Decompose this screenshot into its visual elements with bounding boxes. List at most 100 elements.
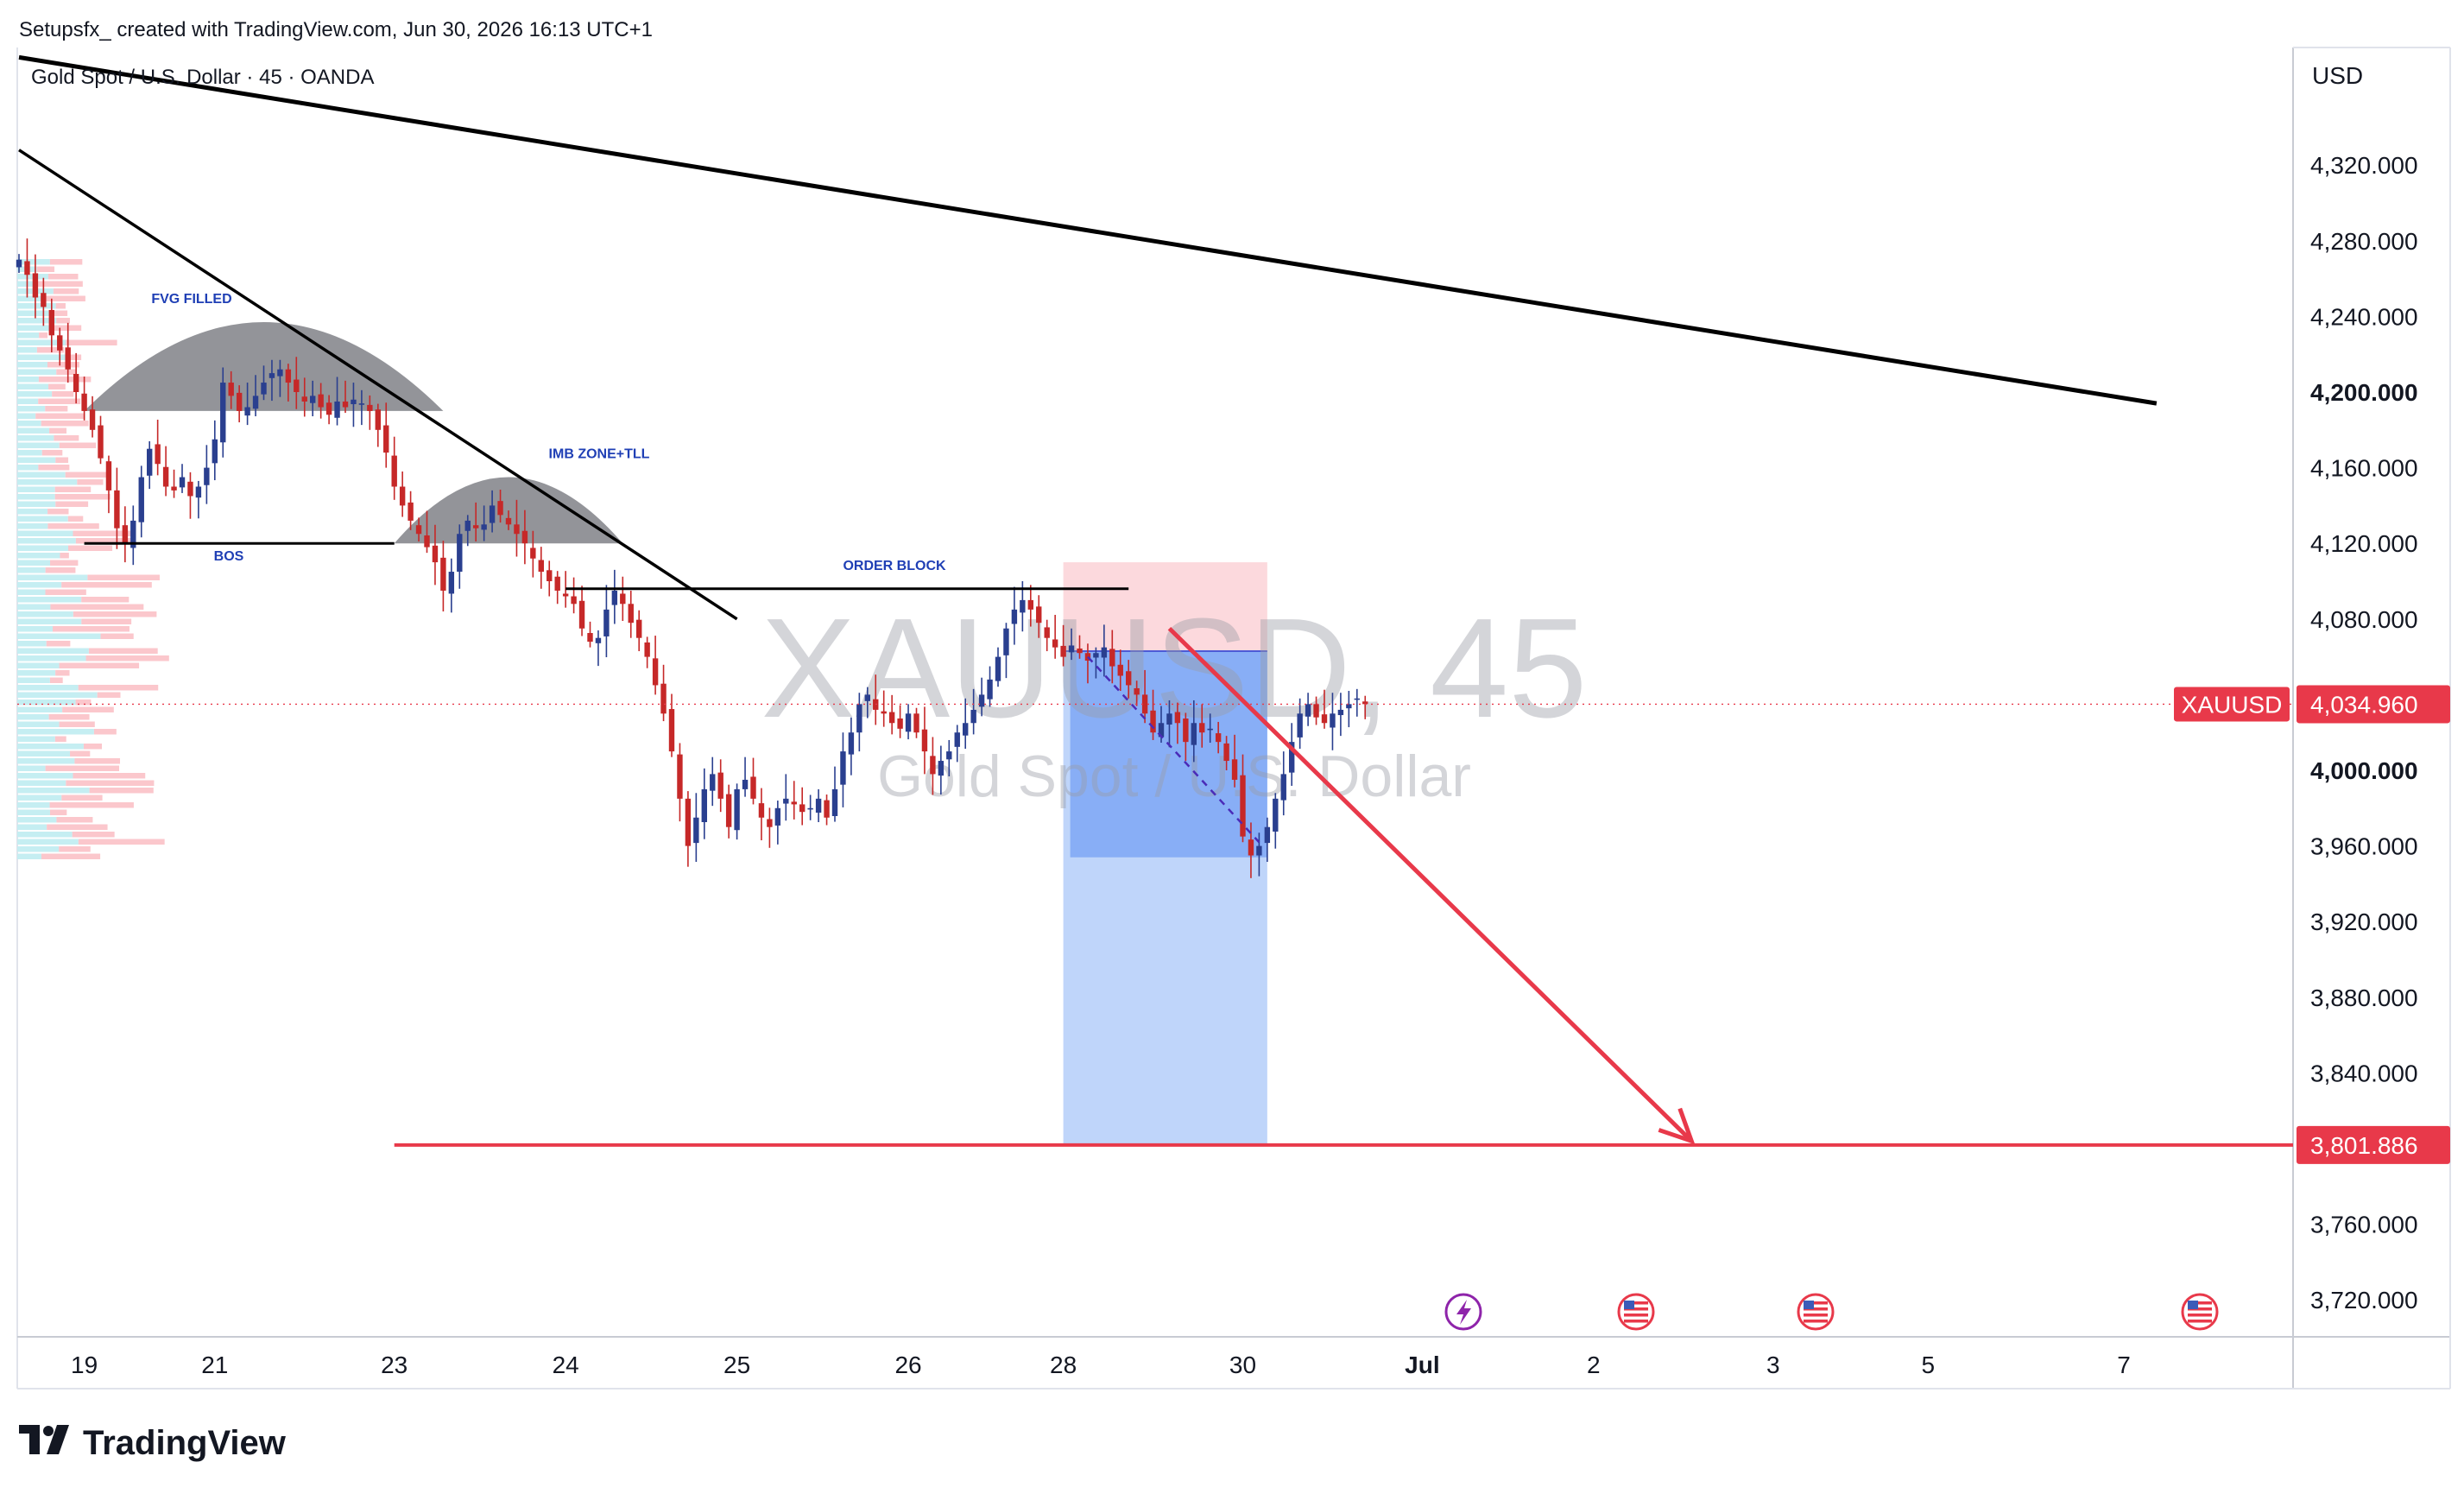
volume-profile-bar — [41, 853, 101, 859]
flag-canton — [2188, 1301, 2198, 1309]
candles — [16, 238, 1368, 878]
volume-profile-bar — [41, 421, 89, 427]
candle-body — [1109, 649, 1115, 667]
volume-profile-bar — [17, 465, 39, 471]
volume-profile-bar — [17, 421, 41, 427]
candle-body — [668, 709, 675, 752]
candle-body — [1011, 609, 1018, 624]
flag-stripe — [1804, 1320, 1828, 1323]
candle-body — [1141, 694, 1148, 714]
candle-body — [1052, 639, 1058, 648]
candle-body — [888, 712, 895, 724]
drawings[interactable] — [17, 54, 2293, 1147]
volume-profile-bar — [17, 310, 51, 316]
time-axis[interactable]: 19 21 23 24 25 26 28 30 Jul 2 3 5 7 — [71, 1352, 2131, 1378]
volume-profile-bar — [17, 354, 66, 360]
candle-body — [130, 520, 136, 548]
price-tick-label: 3,720.000 — [2310, 1287, 2418, 1314]
us-event-marker[interactable] — [1617, 1293, 1655, 1331]
candle-body — [367, 404, 373, 411]
candle-body — [1044, 627, 1050, 638]
trend-line[interactable] — [18, 54, 2158, 406]
candle-body — [318, 394, 324, 408]
volume-profile-bar — [83, 744, 103, 750]
us-flag-icon — [1617, 1293, 1655, 1331]
price-axis[interactable]: 4,320.000 4,280.000 4,240.000 4,200.000 4,16… — [2310, 152, 2418, 1314]
volume-profile-bar — [56, 318, 70, 324]
candle-body — [89, 409, 96, 430]
candle-body — [269, 373, 275, 378]
candle-body — [162, 466, 169, 487]
candle-body — [1117, 664, 1123, 676]
volume-profile-bar — [17, 773, 73, 779]
candle-body — [310, 396, 316, 403]
us-event-marker[interactable] — [2181, 1293, 2219, 1331]
arc-zone[interactable] — [394, 477, 623, 544]
candle-body — [725, 794, 732, 827]
candle-body — [342, 401, 349, 408]
date-tick-label: 19 — [71, 1352, 98, 1378]
us-event-marker[interactable] — [1797, 1293, 1835, 1331]
volume-profile-bar — [17, 377, 39, 383]
candle-body — [905, 713, 912, 732]
candle-body — [1248, 839, 1254, 856]
event-markers[interactable] — [1444, 1293, 2219, 1331]
stop-loss-zone[interactable] — [1063, 562, 1267, 652]
volume-profile-bar — [17, 406, 46, 412]
volume-profile-bar — [17, 442, 60, 448]
candle-body — [611, 590, 618, 605]
volume-profile-bar — [17, 611, 73, 617]
price-tick-label: 4,200.000 — [2310, 379, 2418, 406]
candle-body — [514, 524, 520, 535]
candle-body — [921, 729, 928, 752]
volume-profile-bar — [36, 266, 55, 272]
currency-label[interactable]: USD — [2312, 62, 2363, 89]
volume-profile-bar — [48, 383, 66, 389]
volume-profile-bar — [56, 369, 76, 375]
candle-body — [710, 774, 716, 791]
volume-profile-bar — [38, 398, 81, 404]
volume-profile-bar — [49, 802, 134, 808]
trend-line[interactable] — [18, 149, 738, 621]
candle-body — [383, 425, 389, 453]
volume-profile-bar — [47, 523, 99, 529]
volume-profile-bar — [17, 486, 55, 492]
earnings-event-marker[interactable] — [1444, 1293, 1482, 1331]
candle-body — [1077, 648, 1083, 654]
volume-profile-bar — [17, 824, 47, 830]
volume-profile-bar — [17, 259, 50, 265]
volume-profile-bar — [17, 457, 56, 463]
symbol-watermark: XAUUSD, 45 Gold Spot / U.S. Dollar — [761, 589, 1587, 809]
volume-profile-bar — [17, 655, 86, 662]
flag-canton — [1804, 1301, 1814, 1309]
volume-profile-bar — [65, 472, 111, 478]
volume-profile-bar — [17, 413, 36, 419]
candle-body — [171, 486, 177, 491]
volume-profile-bar — [17, 582, 62, 588]
volume-profile-bar — [59, 721, 95, 727]
segment-label: BOS — [214, 549, 244, 564]
volume-profile-bar — [45, 567, 76, 573]
volume-profile-bar — [47, 274, 79, 280]
logo-text: TradingView — [83, 1424, 287, 1462]
candle-body — [1256, 845, 1262, 856]
volume-profile-bar — [74, 758, 121, 764]
volume-profile-bar — [73, 773, 146, 779]
projection-arrow[interactable] — [1167, 626, 1694, 1143]
position-zones — [1063, 562, 1267, 1145]
date-tick-label: 30 — [1229, 1352, 1256, 1378]
volume-profile-bar — [38, 465, 70, 471]
candle-body — [578, 600, 585, 629]
flag-stripe — [1624, 1301, 1648, 1305]
candle-body — [1207, 728, 1213, 731]
candle-body — [228, 383, 234, 396]
volume-profile-bar — [17, 641, 47, 647]
candle-body — [831, 788, 838, 816]
flag-stripe — [1624, 1320, 1648, 1323]
volume-profile-bar — [17, 670, 56, 676]
candle-body — [187, 481, 193, 497]
volume-profile-bar — [38, 377, 92, 383]
candle-body — [758, 803, 765, 818]
flag-stripe — [1804, 1301, 1828, 1305]
